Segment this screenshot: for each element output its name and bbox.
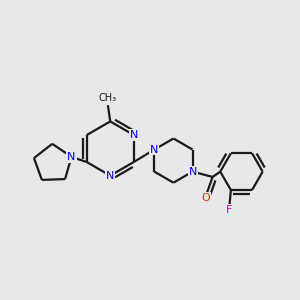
Text: CH₃: CH₃	[99, 93, 117, 103]
Text: N: N	[130, 130, 138, 140]
Text: F: F	[226, 205, 232, 215]
Text: N: N	[188, 167, 197, 177]
Text: N: N	[67, 152, 76, 162]
Text: O: O	[202, 193, 211, 202]
Text: N: N	[150, 145, 158, 154]
Text: N: N	[106, 171, 114, 181]
